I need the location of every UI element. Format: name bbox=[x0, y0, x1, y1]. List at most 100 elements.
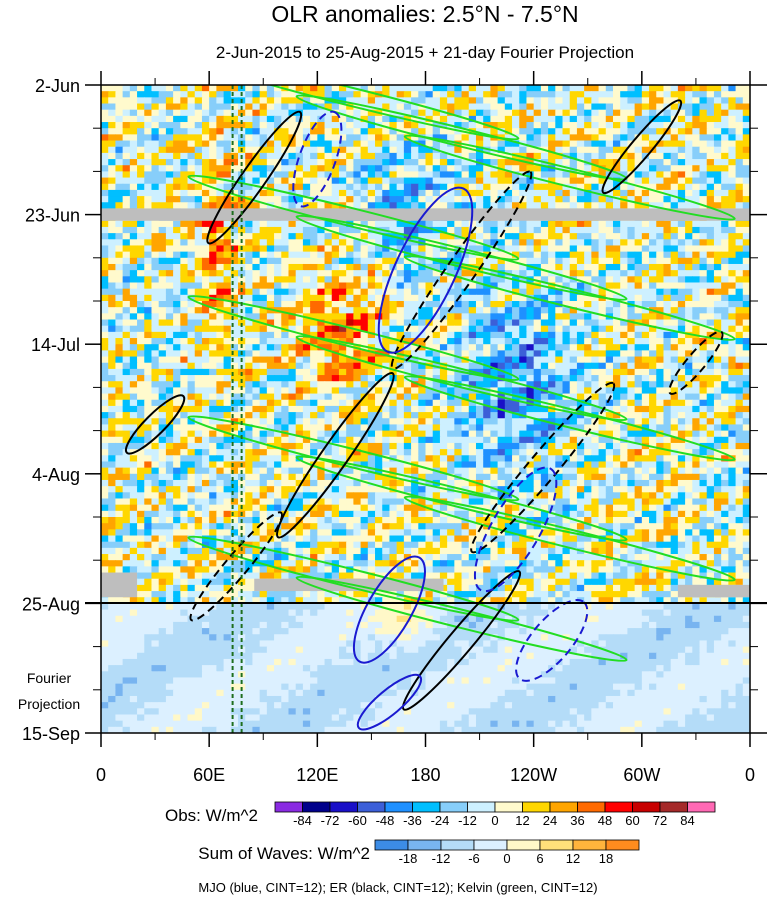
obs-cell bbox=[302, 307, 311, 314]
obs-cell bbox=[209, 196, 217, 203]
obs-cell bbox=[728, 91, 737, 98]
obs-cell bbox=[447, 146, 455, 154]
obs-cell bbox=[216, 91, 225, 98]
obs-cell bbox=[742, 171, 750, 179]
obs-cell bbox=[151, 189, 160, 197]
obs-cell bbox=[194, 424, 203, 432]
obs-cell bbox=[670, 159, 679, 166]
obs-cell bbox=[173, 356, 181, 364]
obs-cell bbox=[533, 128, 542, 135]
obs-cell bbox=[699, 103, 708, 111]
obs-cell bbox=[728, 85, 737, 92]
obs-cell bbox=[360, 122, 369, 129]
obs-cell bbox=[238, 220, 246, 228]
obs-cell bbox=[418, 159, 427, 166]
obs-cell bbox=[526, 134, 535, 142]
obs-cell bbox=[447, 276, 455, 284]
obs-cell bbox=[151, 381, 160, 388]
obs-cell bbox=[418, 109, 427, 117]
obs-cell bbox=[670, 393, 679, 401]
obs-cell bbox=[692, 393, 701, 401]
obs-cell bbox=[526, 189, 535, 197]
obs-cell bbox=[151, 350, 160, 358]
obs-cell bbox=[266, 338, 275, 345]
obs-cell bbox=[721, 307, 729, 314]
obs-cell bbox=[201, 325, 210, 333]
obs-cell bbox=[483, 97, 491, 105]
obs-cell bbox=[497, 115, 506, 123]
obs-cell bbox=[144, 189, 153, 197]
obs-cell bbox=[101, 393, 109, 401]
obs-cell bbox=[245, 122, 254, 129]
obs-cell bbox=[230, 202, 239, 210]
obs-cell bbox=[432, 152, 441, 160]
obs-cell bbox=[295, 134, 304, 142]
obs-cell bbox=[108, 171, 117, 179]
obs-cell bbox=[526, 294, 535, 302]
obs-cell bbox=[245, 128, 254, 135]
obs-cell bbox=[137, 424, 145, 432]
obs-cell bbox=[295, 276, 304, 284]
obs-cell bbox=[548, 226, 556, 234]
obs-cell bbox=[526, 183, 535, 191]
obs-cell bbox=[302, 387, 311, 395]
obs-cell bbox=[548, 115, 556, 123]
obs-cell bbox=[180, 134, 189, 142]
obs-cell bbox=[512, 301, 520, 308]
obs-cell bbox=[685, 387, 693, 395]
obs-cell bbox=[699, 325, 708, 333]
obs-cell bbox=[151, 368, 160, 376]
obs-cell bbox=[526, 301, 535, 308]
obs-cell bbox=[721, 85, 729, 92]
obs-cell bbox=[252, 220, 261, 228]
obs-cell bbox=[526, 251, 535, 259]
obs-cell bbox=[324, 307, 333, 314]
obs-cell bbox=[317, 226, 326, 234]
obs-cell bbox=[620, 103, 629, 111]
obs-cell bbox=[742, 263, 750, 271]
obs-cell bbox=[418, 362, 427, 370]
obs-cell bbox=[411, 424, 419, 432]
obs-cell bbox=[324, 245, 333, 253]
obs-cell bbox=[569, 418, 578, 426]
obs-cell bbox=[634, 177, 643, 185]
obs-cell bbox=[187, 405, 196, 413]
obs-cell bbox=[569, 146, 578, 154]
obs-cell bbox=[346, 282, 354, 290]
obs-cell bbox=[317, 424, 326, 432]
obs-cell bbox=[497, 368, 506, 376]
obs-cell bbox=[576, 263, 585, 271]
obs-cell bbox=[447, 91, 455, 98]
obs-cell bbox=[641, 171, 650, 179]
obs-cell bbox=[670, 251, 679, 259]
obs-cell bbox=[728, 263, 737, 271]
obs-cell bbox=[721, 418, 729, 426]
obs-cell bbox=[216, 381, 225, 388]
obs-cell bbox=[331, 103, 340, 111]
obs-cell bbox=[670, 325, 679, 333]
obs-cell bbox=[201, 165, 210, 172]
obs-cell bbox=[576, 368, 585, 376]
obs-cell bbox=[677, 152, 686, 160]
obs-cell bbox=[519, 202, 528, 210]
obs-cell bbox=[605, 344, 614, 351]
obs-cell bbox=[519, 159, 528, 166]
obs-cell bbox=[252, 381, 261, 388]
obs-cell bbox=[634, 282, 643, 290]
obs-cell bbox=[735, 239, 744, 247]
obs-cell bbox=[447, 325, 455, 333]
obs-cell bbox=[108, 177, 117, 185]
obs-cell bbox=[591, 202, 600, 210]
obs-cell bbox=[281, 189, 290, 197]
obs-cell bbox=[129, 368, 138, 376]
obs-cell bbox=[605, 263, 614, 271]
obs-cell bbox=[367, 405, 376, 413]
obs-cell bbox=[468, 220, 477, 228]
obs-cell bbox=[274, 393, 282, 401]
obs-cell bbox=[353, 146, 362, 154]
obs-cell bbox=[620, 226, 629, 234]
obs-cell bbox=[274, 282, 282, 290]
obs-cell bbox=[317, 177, 326, 185]
obs-cell bbox=[468, 134, 477, 142]
obs-cell bbox=[194, 134, 203, 142]
